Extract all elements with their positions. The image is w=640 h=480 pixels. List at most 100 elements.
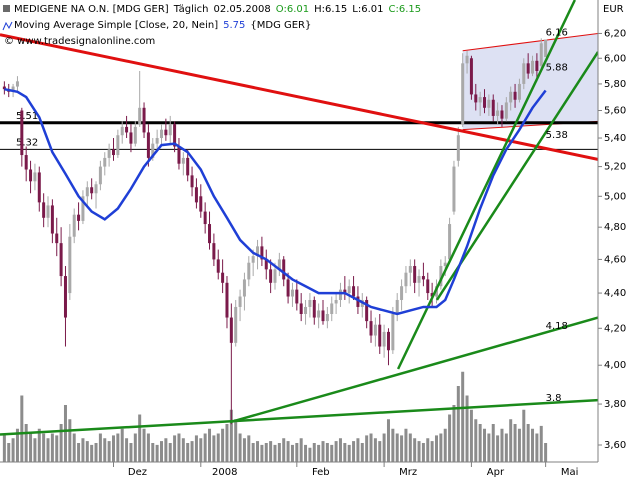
candle-body bbox=[312, 299, 316, 318]
candle-body bbox=[474, 94, 478, 103]
volume-bar bbox=[400, 435, 404, 462]
y-tick-label: 3,60 bbox=[604, 440, 626, 451]
volume-bar bbox=[55, 435, 59, 462]
candle-body bbox=[509, 91, 513, 103]
candle-body bbox=[417, 276, 421, 283]
volume-bar bbox=[24, 424, 28, 462]
volume-bar bbox=[478, 424, 482, 462]
volume-bar bbox=[290, 444, 294, 462]
symbol: MEDIGENE NA O.N. [MDG GER] bbox=[14, 4, 169, 15]
volume-bar bbox=[496, 435, 500, 462]
axes: 6,20 6,00 5,80 5,60 5,40 5,20 5,00 4,80 4,60 4,40… bbox=[112, 28, 626, 478]
volume-bar bbox=[404, 428, 408, 462]
volume-bar bbox=[168, 443, 172, 462]
volume-bar bbox=[487, 433, 491, 462]
volume-bar bbox=[395, 433, 399, 462]
volume-bar bbox=[103, 438, 107, 462]
candle-body bbox=[343, 289, 347, 294]
candle-body bbox=[356, 296, 360, 307]
candle-body bbox=[373, 324, 377, 336]
candle-body bbox=[116, 135, 120, 156]
candle-body bbox=[347, 286, 351, 294]
candle-body bbox=[269, 269, 273, 283]
volume-bar bbox=[474, 419, 478, 462]
candle-body bbox=[439, 266, 443, 287]
candle-body bbox=[229, 317, 233, 343]
candle-body bbox=[72, 214, 76, 237]
candle-body bbox=[77, 214, 81, 221]
candle-body bbox=[382, 331, 386, 347]
candle-body bbox=[282, 259, 286, 280]
y-tick-label: 4,00 bbox=[604, 360, 626, 371]
candle-body bbox=[395, 299, 399, 315]
candle-body bbox=[120, 126, 124, 136]
candle-body bbox=[46, 205, 50, 218]
candle-body bbox=[11, 86, 15, 92]
candle-body bbox=[299, 303, 303, 315]
interval: Täglich bbox=[173, 4, 209, 15]
candle-body bbox=[212, 243, 216, 260]
candle-body bbox=[142, 107, 146, 133]
volume-bar bbox=[365, 435, 369, 462]
volume-bar bbox=[199, 438, 203, 462]
volume-bar bbox=[491, 424, 495, 462]
volume-bar bbox=[85, 441, 89, 462]
candle-body bbox=[295, 289, 299, 304]
ma-value-label: 5.75 bbox=[223, 20, 245, 31]
candle-body bbox=[90, 187, 94, 194]
candle-body bbox=[456, 135, 460, 161]
candle-body bbox=[225, 282, 229, 318]
candle-body bbox=[448, 224, 452, 260]
volume-bar bbox=[238, 433, 242, 462]
y-tick-label: 5,00 bbox=[604, 191, 626, 202]
plot-area: 5.51 5.32 6.16 5.88 5.38 4.18 3.8 bbox=[0, 0, 598, 462]
candle-body bbox=[160, 129, 164, 139]
volume-bar bbox=[469, 409, 473, 462]
candle-body bbox=[426, 279, 430, 294]
candle-body bbox=[238, 296, 242, 307]
volume-bar bbox=[295, 443, 299, 462]
y-tick-label: 4,20 bbox=[604, 323, 626, 334]
candle-body bbox=[264, 259, 268, 270]
candle-body bbox=[15, 81, 19, 87]
y-tick-label: 3,80 bbox=[604, 399, 626, 410]
candle-body bbox=[386, 331, 390, 351]
volume-bar bbox=[286, 441, 290, 462]
volume-bar bbox=[544, 443, 548, 462]
candle-body bbox=[151, 143, 155, 158]
volume-bar bbox=[173, 435, 177, 462]
volume-bar bbox=[2, 433, 6, 462]
ma-suffix: {MDG GER} bbox=[250, 20, 311, 31]
candle-body bbox=[487, 99, 491, 108]
copyright: © www.tradesignalonline.com bbox=[4, 36, 155, 47]
candle-body bbox=[199, 196, 203, 212]
candle-body bbox=[20, 110, 24, 156]
volume-bar bbox=[522, 409, 526, 462]
volume-bar bbox=[439, 433, 443, 462]
volume-bar bbox=[408, 433, 412, 462]
candle-body bbox=[517, 83, 521, 100]
candle-body bbox=[59, 243, 63, 277]
candle-body bbox=[400, 286, 404, 300]
candle-body bbox=[369, 321, 373, 336]
annotation: 5.88 bbox=[546, 63, 568, 74]
volume-bar bbox=[107, 441, 111, 462]
volume-bar bbox=[277, 443, 281, 462]
high: H:6.15 bbox=[314, 4, 347, 15]
volume-bar bbox=[133, 433, 137, 462]
volume-bar bbox=[63, 405, 67, 462]
annotation: 3.8 bbox=[546, 393, 562, 404]
trend-line bbox=[229, 316, 598, 424]
candle-body bbox=[452, 166, 456, 212]
y-tick-label: 4,80 bbox=[604, 222, 626, 233]
candle-body bbox=[98, 166, 102, 185]
candle-body bbox=[338, 289, 342, 300]
candle-body bbox=[42, 202, 46, 218]
volume-bar bbox=[317, 444, 321, 462]
volume-bar bbox=[46, 438, 50, 462]
volume-bar bbox=[338, 438, 342, 462]
candle-body bbox=[539, 43, 543, 66]
volume-bar bbox=[343, 443, 347, 462]
